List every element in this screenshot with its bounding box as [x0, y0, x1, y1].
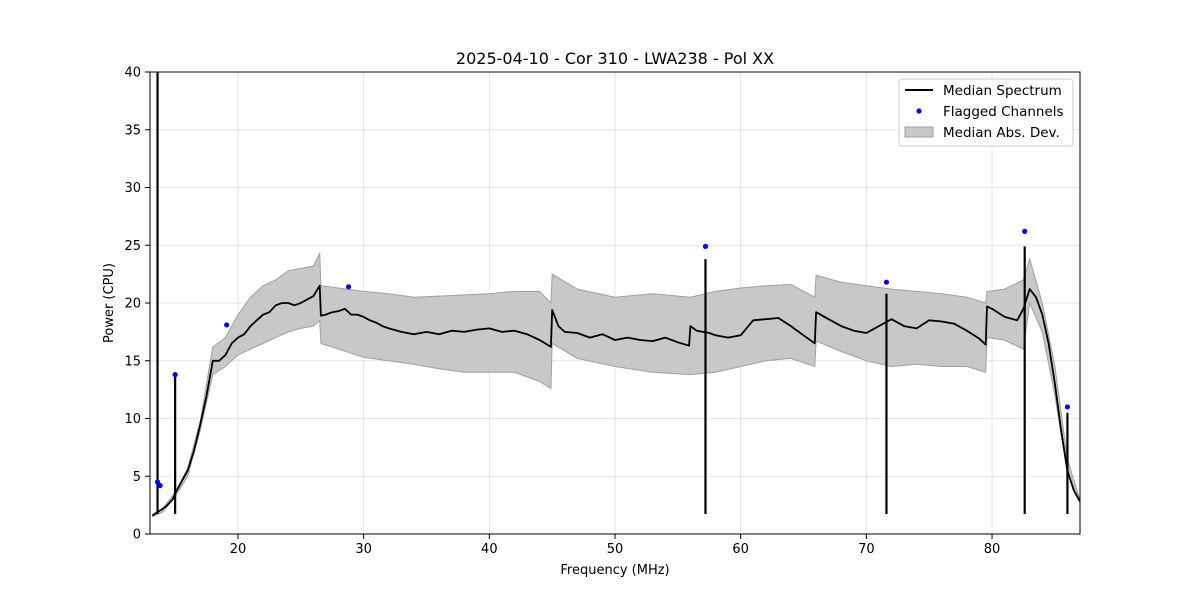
x-tick-label: 50 [607, 542, 624, 557]
median-spectrum-line [151, 284, 1081, 517]
flagged-point [224, 322, 230, 328]
legend-flagged-label: Flagged Channels [943, 104, 1064, 120]
y-tick-label: 0 [133, 528, 141, 543]
flagged-point [1064, 404, 1071, 410]
median-line [151, 284, 1081, 517]
y-axis-ticks: 0 5 10 15 20 25 30 35 40 [124, 66, 150, 543]
x-tick-label: 40 [481, 542, 498, 557]
x-tick-label: 20 [230, 542, 247, 557]
x-tick-label: 30 [355, 542, 372, 557]
flag-spikes [156, 72, 1069, 514]
flagged-point [1022, 228, 1028, 234]
legend-mad-swatch [904, 126, 934, 138]
legend-mad-label: Median Abs. Dev. [943, 125, 1060, 141]
chart-title: 2025-04-10 - Cor 310 - LWA238 - Pol XX [456, 49, 774, 68]
flagged-point [157, 482, 163, 489]
legend-flagged-swatch [916, 108, 922, 114]
x-tick-label: 80 [984, 542, 1001, 557]
y-axis-label: Power (CPU) [102, 263, 117, 343]
flagged-point [172, 372, 178, 378]
flagged-point [702, 243, 709, 250]
flagged-point [345, 284, 352, 290]
y-tick-label: 20 [124, 297, 141, 312]
y-tick-label: 35 [124, 123, 141, 138]
flagged-point [883, 279, 890, 285]
x-tick-label: 60 [732, 542, 749, 557]
x-axis-ticks: 20 30 40 50 60 70 80 [230, 534, 1001, 557]
y-tick-label: 15 [124, 354, 141, 369]
x-tick-label: 70 [858, 542, 875, 557]
y-tick-label: 25 [124, 239, 141, 254]
y-tick-label: 40 [124, 66, 141, 81]
flagged-points [154, 228, 1071, 489]
y-tick-label: 10 [124, 412, 141, 427]
y-tick-label: 5 [133, 470, 141, 485]
legend-box [898, 78, 1074, 147]
y-tick-label: 30 [124, 181, 141, 196]
x-axis-label: Frequency (MHz) [560, 563, 669, 578]
legend: Median Spectrum Flagged Channels Median … [898, 78, 1074, 147]
legend-median-label: Median Spectrum [943, 83, 1062, 99]
